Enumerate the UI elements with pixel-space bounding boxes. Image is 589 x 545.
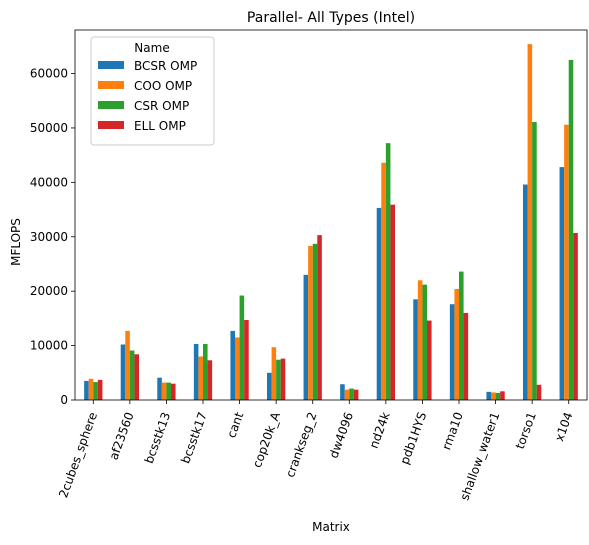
y-tick-label: 10000 — [30, 339, 68, 353]
bar — [523, 184, 528, 400]
bar — [449, 304, 455, 400]
bar — [527, 44, 533, 400]
bar — [317, 235, 322, 400]
bar — [340, 384, 345, 400]
bar — [239, 295, 245, 400]
bar — [568, 59, 574, 400]
legend-entry: COO OMP — [134, 79, 192, 93]
bar — [303, 274, 309, 400]
bar — [381, 162, 386, 400]
y-axis-label: MFLOPS — [9, 218, 23, 266]
legend-swatch — [98, 81, 124, 89]
bar — [276, 359, 281, 400]
bar — [97, 379, 103, 400]
bar — [198, 356, 203, 400]
bar — [353, 389, 359, 400]
bar — [161, 382, 167, 400]
bar — [93, 382, 98, 400]
bar — [559, 167, 565, 400]
bar — [312, 243, 318, 400]
bar — [271, 347, 277, 400]
bar — [344, 389, 350, 400]
x-axis-label: Matrix — [312, 520, 350, 534]
bar — [573, 232, 578, 400]
bar — [267, 372, 272, 400]
y-tick-label: 50000 — [30, 121, 68, 135]
legend-items: BCSR OMP COO OMP CSR OMP ELL OMP — [98, 59, 197, 133]
plot-frame — [74, 29, 588, 401]
chart-title: Parallel- All Types (Intel) — [247, 10, 415, 26]
y-tick-label: 0 — [60, 393, 68, 407]
bar — [235, 337, 240, 400]
bar — [491, 392, 496, 400]
bar — [385, 143, 391, 401]
bar — [166, 382, 171, 400]
bar — [390, 204, 395, 400]
bar — [157, 377, 162, 400]
bar — [230, 330, 235, 400]
legend-entry: CSR OMP — [134, 99, 189, 113]
bar — [308, 246, 313, 400]
y-axis: 0 10000 20000 30000 40000 50000 60000 — [30, 67, 75, 407]
legend: Name BCSR OMP COO OMP CSR OMP ELL OMP — [90, 36, 215, 146]
legend-swatch — [98, 61, 124, 69]
bar — [413, 299, 418, 400]
bar — [280, 358, 286, 400]
bars-group — [84, 44, 578, 401]
bar — [129, 350, 135, 400]
bar — [495, 392, 501, 400]
bar — [536, 384, 542, 400]
bar — [459, 271, 464, 400]
bar — [454, 289, 459, 400]
bar — [500, 391, 505, 400]
bar — [532, 121, 537, 401]
bar — [193, 343, 199, 400]
bar — [171, 383, 176, 400]
y-tick-label: 60000 — [30, 67, 68, 81]
bar — [427, 320, 432, 400]
bar — [125, 330, 130, 400]
bar — [203, 343, 208, 400]
bar — [134, 354, 139, 400]
bar — [564, 124, 569, 401]
bar — [417, 280, 423, 400]
legend-entry: BCSR OMP — [134, 59, 197, 73]
y-tick-label: 40000 — [30, 175, 68, 189]
bar — [349, 388, 354, 400]
bar — [463, 312, 469, 400]
bar — [244, 320, 249, 400]
bar — [88, 378, 94, 400]
bar — [84, 380, 89, 400]
y-tick-label: 30000 — [30, 230, 68, 244]
legend-title: Name — [134, 41, 169, 55]
bar — [207, 360, 213, 400]
bar — [376, 207, 382, 400]
legend-swatch — [98, 101, 124, 109]
bar — [422, 284, 427, 400]
bar — [120, 344, 126, 400]
y-tick-label: 20000 — [30, 284, 68, 298]
bar — [486, 391, 491, 400]
legend-swatch — [98, 121, 124, 129]
legend-entry: ELL OMP — [134, 119, 186, 133]
